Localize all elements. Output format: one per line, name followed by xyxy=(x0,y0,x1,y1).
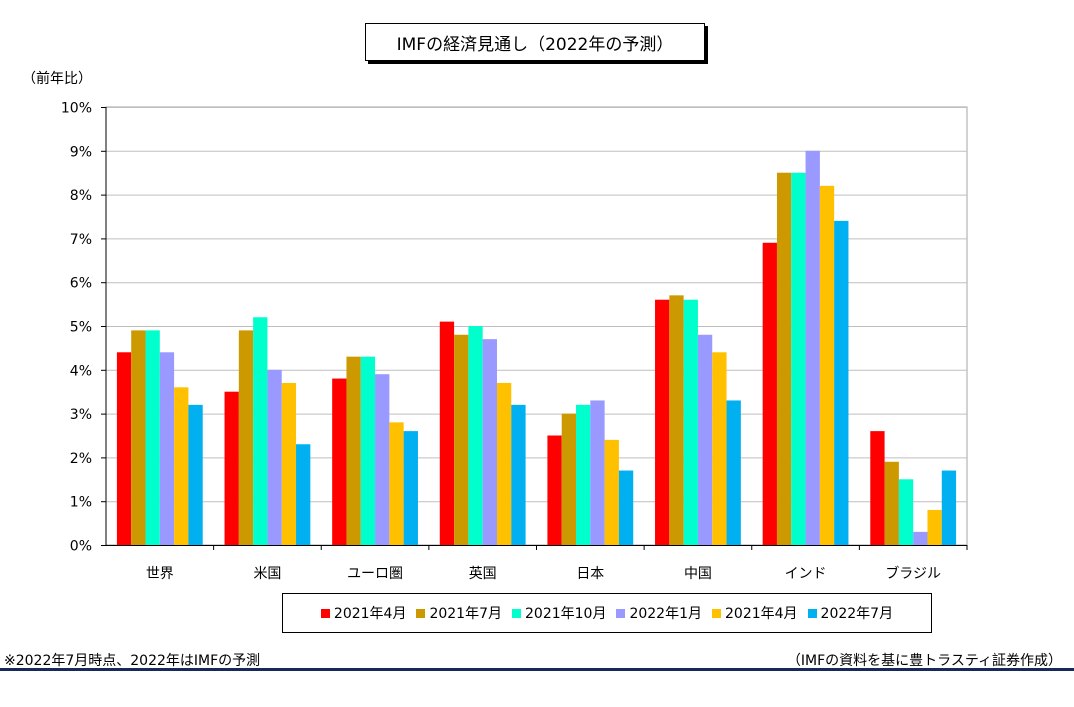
x-tick-label: 日本 xyxy=(576,566,604,582)
legend-swatch xyxy=(616,608,626,618)
bar xyxy=(482,339,497,545)
bar xyxy=(712,352,727,545)
bar xyxy=(238,330,254,545)
y-tick-label: 9% xyxy=(70,144,92,160)
legend-item: 2021年4月 xyxy=(320,603,407,623)
bar xyxy=(655,299,670,545)
bar xyxy=(762,242,777,545)
bar xyxy=(683,299,698,545)
bar xyxy=(913,531,928,545)
bar xyxy=(726,400,741,545)
bar xyxy=(870,431,885,545)
bar xyxy=(898,479,914,545)
bar xyxy=(174,387,189,545)
bar xyxy=(116,352,132,545)
y-tick-label: 6% xyxy=(70,276,92,292)
bar xyxy=(834,220,849,545)
bar xyxy=(884,461,899,545)
bar xyxy=(375,374,390,545)
bar xyxy=(267,369,282,545)
x-tick-label: 中国 xyxy=(684,566,712,582)
bottom-rule xyxy=(0,668,1074,671)
legend-swatch xyxy=(416,608,426,618)
bar xyxy=(360,356,376,545)
y-tick-label: 4% xyxy=(70,363,92,379)
legend-item: 2022年1月 xyxy=(616,603,702,623)
bar xyxy=(618,470,634,545)
legend-label: 2021年7月 xyxy=(429,606,502,622)
legend-label: 2021年10月 xyxy=(525,606,607,622)
bar xyxy=(332,378,347,545)
legend-item: 2021年4月 xyxy=(712,603,798,623)
legend-label: 2021年4月 xyxy=(725,606,798,622)
y-tick-label: 8% xyxy=(70,188,92,204)
legend-swatch xyxy=(712,608,721,618)
bar xyxy=(511,404,526,545)
bar xyxy=(454,334,469,545)
y-axis-unit-label: （前年比） xyxy=(22,71,92,87)
bar xyxy=(131,330,146,545)
x-tick-label: 世界 xyxy=(146,566,174,582)
legend-swatch xyxy=(512,608,521,618)
bar xyxy=(496,382,512,545)
bar xyxy=(805,150,820,546)
legend-item: 2021年7月 xyxy=(416,603,502,623)
bar xyxy=(145,330,160,545)
legend-swatch xyxy=(320,608,330,618)
x-tick-label: ブラジル xyxy=(885,565,941,582)
legend: 2021年4月 2021年7月 2021年10月 2022年1月 2021年4月 2022… xyxy=(282,593,932,633)
legend-label: 2022年7月 xyxy=(820,606,894,622)
bar xyxy=(576,404,591,545)
legend-label: 2022年1月 xyxy=(629,606,702,622)
bar xyxy=(346,356,361,545)
bar-chart: 0% 1% 2% 3% 4% 5% 6% 7% 8% 9% 10% 世界 米国 ユーロ圏 英国 日本 中国 インド… xyxy=(61,101,968,583)
bar xyxy=(403,431,418,545)
footnote-right: （IMFの資料を基に豊トラスティ証券作成） xyxy=(786,653,1062,669)
bar xyxy=(819,185,835,545)
x-tick-label: 米国 xyxy=(253,566,281,582)
bar xyxy=(389,422,404,545)
tick-labels: 0% 1% 2% 3% 4% 5% 6% 7% 8% 9% 10% 世界 米国 ユーロ圏 英国 日本 中国 インド… xyxy=(61,101,941,583)
legend-item: 2021年10月 xyxy=(512,603,606,623)
x-tick-label: 英国 xyxy=(469,565,497,582)
legend-label: 2021年4月 xyxy=(333,606,407,622)
bar xyxy=(697,334,713,545)
bar xyxy=(188,404,203,545)
bar xyxy=(468,326,483,545)
y-tick-label: 5% xyxy=(70,320,92,336)
y-tick-label: 10% xyxy=(61,101,92,117)
x-tick-label: ユーロ圏 xyxy=(347,566,403,582)
bar xyxy=(941,470,957,545)
bars xyxy=(116,150,957,546)
legend-swatch xyxy=(807,608,817,618)
bar xyxy=(439,321,455,545)
chart-title: IMFの経済見通し（2022年の予測） xyxy=(365,23,705,61)
bar xyxy=(547,435,562,545)
bar xyxy=(604,439,619,545)
bar xyxy=(159,352,175,545)
y-tick-label: 3% xyxy=(70,407,92,423)
y-tick-label: 2% xyxy=(70,451,92,467)
bar xyxy=(224,391,239,545)
bar xyxy=(281,382,297,545)
bar xyxy=(296,444,311,545)
bar xyxy=(669,295,684,545)
bar xyxy=(590,400,605,545)
bar xyxy=(776,172,792,545)
bar xyxy=(253,317,268,545)
y-tick-label: 0% xyxy=(70,539,92,555)
y-tick-label: 7% xyxy=(70,232,92,248)
legend-item: 2022年7月 xyxy=(807,603,894,623)
x-tick-label: インド xyxy=(785,566,827,582)
footnote-left: ※2022年7月時点、2022年はIMFの予測 xyxy=(4,653,261,669)
bar xyxy=(927,509,942,545)
y-tick-label: 1% xyxy=(70,495,92,511)
axes xyxy=(101,107,968,550)
bar xyxy=(791,172,806,545)
bar xyxy=(561,413,577,545)
